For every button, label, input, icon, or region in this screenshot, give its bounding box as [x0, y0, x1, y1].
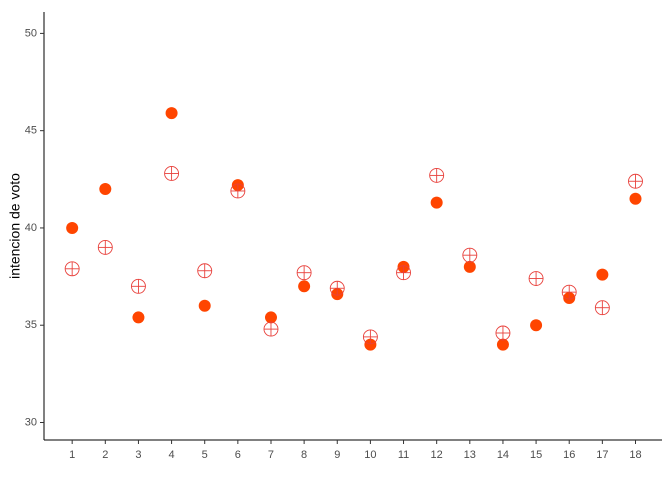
y-tick-label: 40 [25, 222, 37, 234]
crossed-circle-point [628, 173, 643, 189]
x-tick-label: 7 [268, 449, 274, 461]
point [264, 311, 277, 324]
point [430, 196, 443, 209]
x-tick-label: 10 [364, 449, 376, 461]
x-tick-label: 16 [563, 449, 575, 461]
y-tick-label: 50 [25, 27, 37, 39]
point [496, 338, 509, 351]
crossed-circle-point [429, 167, 445, 183]
point [99, 183, 112, 196]
crossed-circle-point [528, 271, 544, 286]
x-tick-label: 8 [301, 449, 307, 461]
x-tick-label: 1 [69, 449, 75, 461]
point [165, 107, 178, 120]
x-tick-label: 15 [530, 449, 542, 461]
crossed-circle-point [329, 280, 345, 296]
crossed-circle-point [164, 166, 180, 181]
y-tick-label: 45 [25, 125, 37, 137]
x-tick-label: 9 [334, 449, 340, 461]
crossed-circle-point [130, 278, 146, 294]
crossed-circle-point [64, 261, 80, 277]
x-tick-label: 11 [398, 449, 409, 461]
x-tick-label: 18 [629, 449, 641, 461]
x-tick-label: 17 [596, 449, 608, 461]
x-tick-label: 4 [169, 449, 175, 461]
point [132, 311, 145, 324]
point [198, 299, 211, 312]
crossed-circle-point [362, 329, 378, 345]
x-tick-label: 6 [235, 449, 241, 461]
crossed-circle-point [594, 300, 610, 316]
crossed-circle-point [462, 247, 478, 263]
crossed-circle-point [561, 284, 577, 300]
point [596, 268, 609, 281]
point [66, 221, 79, 234]
crossed-circle-point [495, 325, 511, 341]
crossed-circle-point [230, 183, 246, 199]
point [629, 192, 642, 205]
crossed-circle-point [97, 239, 113, 255]
point [298, 280, 311, 293]
crossed-circle-point [263, 321, 279, 337]
x-tick-label: 13 [464, 449, 476, 461]
x-tick-label: 14 [497, 449, 509, 461]
crossed-circle-point [197, 263, 213, 279]
point [463, 260, 476, 273]
y-tick-label: 30 [25, 416, 37, 428]
y-axis-label: intencion de voto [7, 173, 23, 279]
x-tick-label: 2 [102, 449, 108, 461]
y-tick-label: 35 [25, 319, 37, 331]
point [530, 319, 543, 332]
x-tick-label: 12 [431, 449, 443, 461]
crossed-circle-point [396, 265, 411, 281]
x-tick-label: 3 [135, 449, 141, 461]
crossed-circle-point [296, 265, 312, 281]
x-tick-label: 5 [202, 449, 208, 461]
point [364, 338, 377, 351]
